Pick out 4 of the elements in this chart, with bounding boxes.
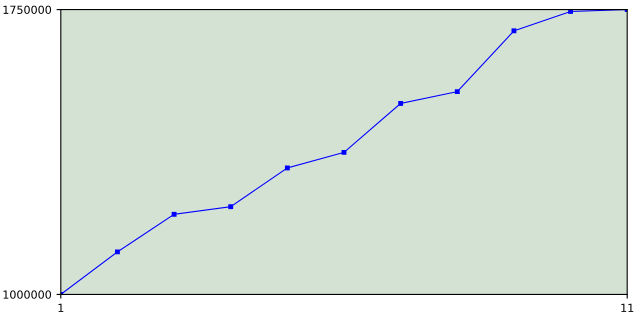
- y-tick-label: 1750000: [4, 6, 52, 14]
- x-tick-label: 11: [621, 304, 634, 312]
- y-tick-label: 1000000: [4, 290, 52, 299]
- x-tick-label: 1: [58, 304, 64, 312]
